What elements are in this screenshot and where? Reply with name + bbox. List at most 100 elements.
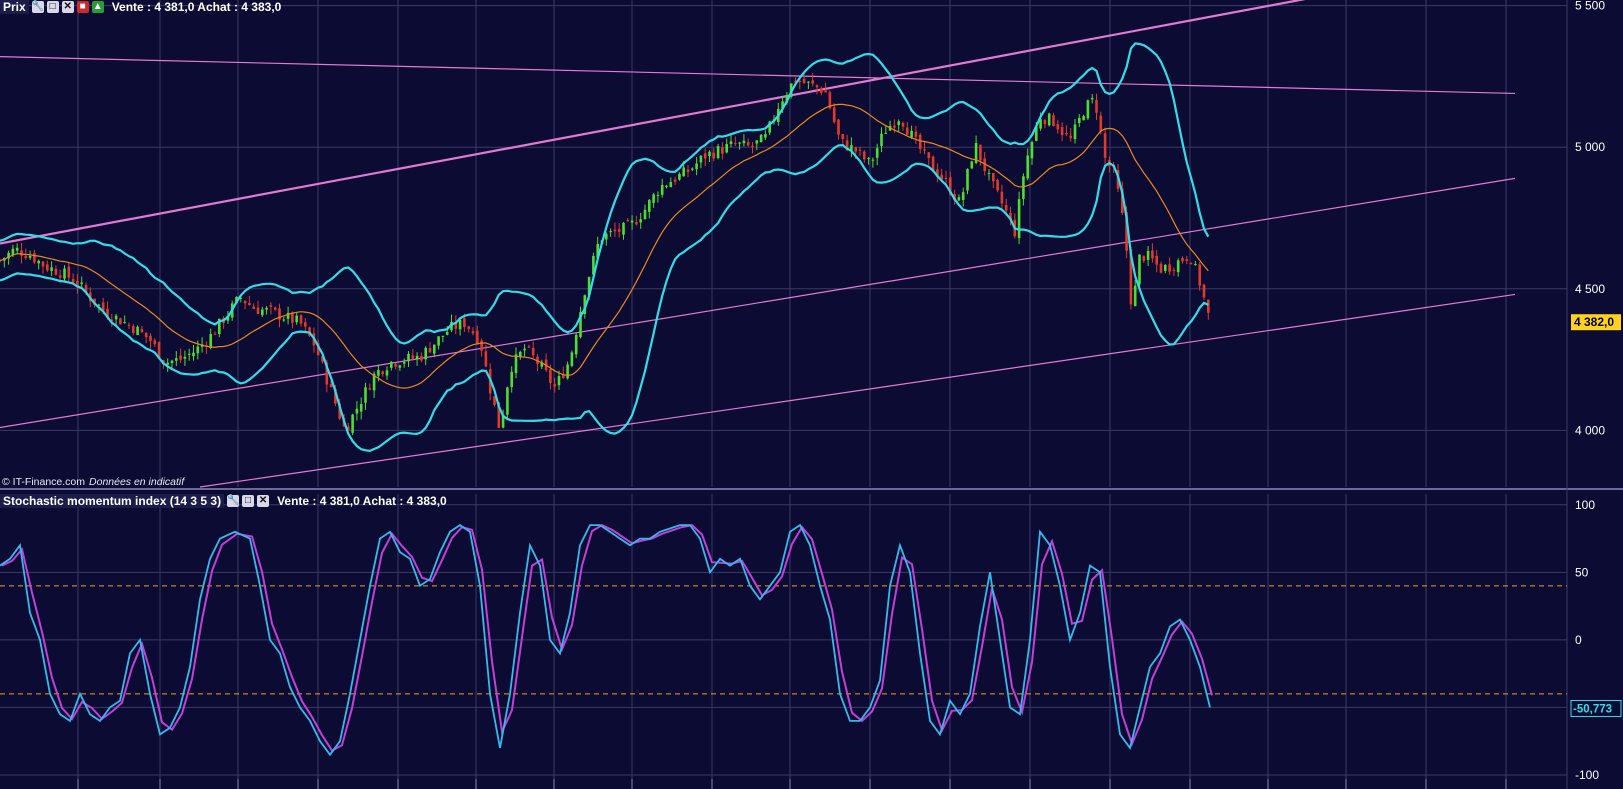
- candle: [239, 298, 243, 300]
- candle: [433, 344, 436, 354]
- candle: [1194, 263, 1197, 265]
- candle: [596, 243, 599, 258]
- candle: [175, 358, 178, 361]
- candle: [394, 363, 397, 367]
- candle: [807, 81, 810, 83]
- candle: [815, 85, 819, 88]
- candle: [639, 219, 642, 223]
- candle: [557, 376, 561, 386]
- channel-line: [199, 293, 1516, 488]
- candle: [1202, 284, 1206, 298]
- smi-axis: 100 50 0 -100: [1575, 498, 1599, 782]
- candle: [936, 169, 939, 177]
- candle: [1172, 269, 1176, 271]
- candle: [751, 145, 754, 147]
- candle: [54, 268, 58, 275]
- candle: [351, 414, 354, 433]
- candle: [192, 352, 195, 357]
- candle: [1069, 135, 1072, 139]
- window-icon[interactable]: □: [46, 1, 59, 13]
- candle: [617, 229, 621, 232]
- candle: [144, 332, 148, 338]
- price-tick-label: 4 500: [1575, 282, 1605, 296]
- candle: [514, 354, 518, 373]
- candle: [1207, 299, 1210, 313]
- candle: [841, 134, 845, 139]
- candle: [1133, 285, 1137, 307]
- candle: [794, 80, 797, 83]
- price-quote: Vente : 4 381,0 Achat : 4 383,0: [111, 0, 282, 14]
- candle: [979, 144, 982, 161]
- candle: [304, 322, 307, 327]
- candle: [845, 140, 849, 151]
- candle: [605, 233, 608, 240]
- candle: [781, 101, 784, 109]
- window-icon[interactable]: □: [242, 495, 255, 507]
- candle: [153, 340, 157, 345]
- candle: [1155, 255, 1158, 265]
- candle: [480, 340, 483, 351]
- candle: [1142, 256, 1146, 261]
- candle: [966, 168, 969, 191]
- candle: [540, 362, 544, 367]
- candle: [1043, 120, 1047, 125]
- candle: [738, 142, 741, 144]
- candle: [377, 369, 380, 376]
- candle: [1099, 115, 1103, 132]
- candle: [983, 158, 986, 172]
- candle: [41, 261, 45, 267]
- candle: [110, 319, 114, 322]
- candle: [127, 324, 131, 326]
- wrench-icon[interactable]: 🔧: [31, 1, 45, 13]
- candle: [635, 222, 638, 225]
- candle: [256, 307, 260, 314]
- chart-red-icon[interactable]: ■: [76, 1, 89, 13]
- candle: [523, 348, 526, 351]
- candle: [944, 178, 948, 180]
- candle: [669, 182, 673, 188]
- close-icon[interactable]: ✕: [61, 1, 74, 13]
- candle: [1056, 124, 1060, 130]
- candle: [1164, 264, 1167, 271]
- candle: [71, 279, 75, 283]
- candle: [583, 295, 587, 314]
- candle: [549, 369, 552, 383]
- candle: [140, 329, 144, 333]
- candle: [820, 88, 823, 93]
- candle: [914, 131, 918, 137]
- candle: [918, 134, 922, 149]
- candle: [205, 345, 208, 347]
- price-panel-header: Prix 🔧 □ ✕ ■ ▲ Vente : 4 381,0 Achat : 4…: [0, 0, 281, 14]
- candle: [136, 326, 139, 336]
- wrench-icon[interactable]: 🔧: [227, 495, 240, 507]
- close-icon[interactable]: ✕: [257, 495, 270, 507]
- candle: [622, 222, 625, 235]
- candle: [471, 331, 475, 334]
- candle: [24, 256, 28, 259]
- candle: [721, 147, 724, 154]
- candle: [248, 303, 251, 305]
- candle: [252, 306, 255, 309]
- candle: [734, 143, 737, 145]
- candle: [321, 356, 324, 362]
- candle: [450, 321, 453, 331]
- candle: [235, 296, 238, 304]
- candle: [1082, 116, 1085, 121]
- candle: [768, 121, 771, 133]
- candle: [970, 161, 974, 169]
- candle: [949, 177, 952, 195]
- candle: [863, 151, 866, 160]
- candle: [506, 387, 509, 415]
- candle: [97, 304, 101, 306]
- candle: [725, 144, 728, 153]
- candle: [187, 353, 191, 355]
- candle: [119, 318, 122, 325]
- chart-green-icon[interactable]: ▲: [91, 1, 104, 13]
- candle: [1176, 260, 1180, 273]
- candle: [570, 352, 574, 366]
- candle: [759, 134, 763, 143]
- candle: [678, 173, 681, 180]
- candle: [527, 346, 531, 348]
- candle: [686, 169, 690, 173]
- candle: [273, 307, 277, 310]
